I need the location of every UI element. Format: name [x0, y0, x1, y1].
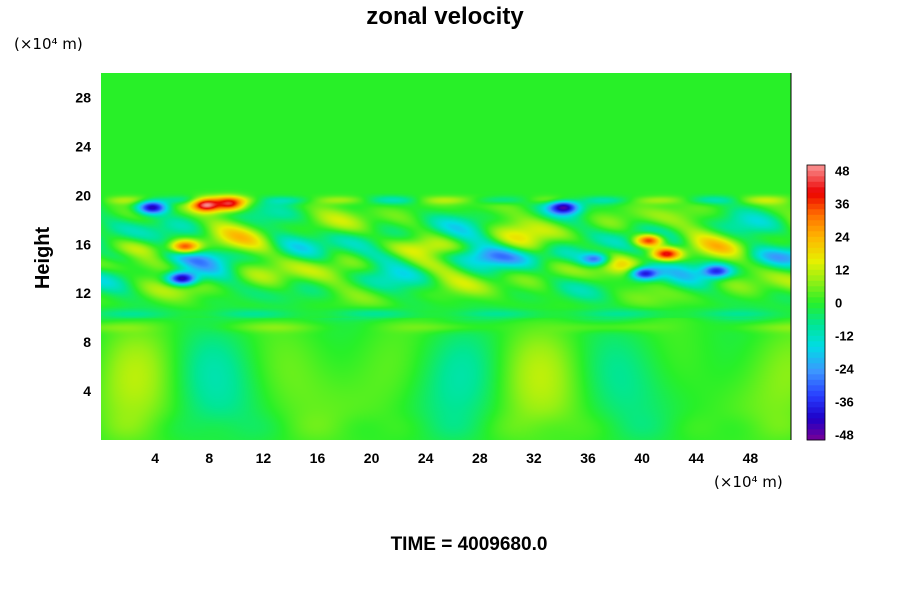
- y-axis-label: Height: [32, 227, 54, 290]
- colorbar-swatch: [807, 220, 825, 226]
- x-tick-label: 4: [151, 450, 159, 466]
- y-axis-unit: (×10⁴ m): [14, 35, 83, 53]
- colorbar-swatch: [807, 357, 825, 364]
- colorbar-swatch: [807, 379, 825, 386]
- colorbar-tick-label: 12: [835, 263, 849, 278]
- colorbar-swatch: [807, 396, 825, 402]
- colorbar-tick-label: -24: [835, 362, 855, 377]
- colorbar-swatch: [807, 368, 825, 375]
- colorbar-swatch: [807, 236, 825, 243]
- colorbar-outline: [806, 164, 826, 441]
- heatmap-field: [101, 73, 791, 440]
- colorbar-swatch: [807, 429, 825, 435]
- colorbar-tick-label: -48: [835, 428, 854, 443]
- colorbar-swatch: [807, 291, 825, 298]
- colorbar-swatch: [807, 308, 825, 314]
- colorbar-tick-label: -12: [835, 329, 854, 344]
- colorbar-swatch: [807, 346, 825, 353]
- colorbar-swatch: [807, 231, 825, 237]
- colorbar-swatch: [807, 214, 825, 221]
- colorbar-swatch: [807, 363, 825, 369]
- y-tick-label: 20: [75, 187, 91, 203]
- x-tick-label: 24: [418, 450, 434, 466]
- x-tick-label: 8: [205, 450, 213, 466]
- colorbar-swatch: [807, 203, 825, 210]
- colorbar-swatch: [807, 412, 825, 419]
- x-tick-label: 12: [256, 450, 272, 466]
- colorbar-swatch: [807, 302, 825, 309]
- x-tick-label: 40: [634, 450, 650, 466]
- x-tick-label: 20: [364, 450, 380, 466]
- x-tick-label: 48: [743, 450, 759, 466]
- colorbar-swatch: [807, 418, 825, 424]
- colorbar-swatch: [807, 286, 825, 292]
- colorbar-swatch: [807, 324, 825, 331]
- x-tick-label: 32: [526, 450, 542, 466]
- colorbar: [806, 164, 826, 441]
- colorbar-swatch: [807, 269, 825, 276]
- x-tick-label: 16: [310, 450, 326, 466]
- x-tick-label: 28: [472, 450, 488, 466]
- colorbar-swatch: [807, 407, 825, 413]
- colorbar-swatch: [807, 385, 825, 391]
- x-tick-label: 44: [689, 450, 705, 466]
- colorbar-swatch: [807, 209, 825, 215]
- colorbar-swatch: [807, 313, 825, 320]
- colorbar-swatch: [807, 170, 825, 177]
- colorbar-swatch: [807, 341, 825, 347]
- y-axis-ticks: 4 8 12 16 20 24 28: [75, 89, 91, 399]
- colorbar-swatch: [807, 374, 825, 380]
- y-tick-label: 8: [83, 334, 91, 350]
- colorbar-swatch: [807, 242, 825, 248]
- colorbar-swatch: [807, 401, 825, 408]
- y-tick-label: 24: [75, 138, 91, 154]
- colorbar-swatch: [807, 165, 825, 171]
- x-axis-unit: (×10⁴ m): [714, 473, 783, 491]
- time-annotation: TIME = 4009680.0: [391, 534, 548, 555]
- colorbar-swatch: [807, 176, 825, 182]
- colorbar-swatch: [807, 330, 825, 336]
- colorbar-swatch: [807, 335, 825, 342]
- colorbar-swatch: [807, 225, 825, 232]
- y-tick-label: 4: [83, 383, 91, 399]
- colorbar-ticks: 48 36 24 12 0 -12 -24 -36 -48: [835, 164, 855, 443]
- x-axis-ticks: 4 8 12 16 20 24 28 32 36 40 44 48: [151, 450, 758, 466]
- colorbar-swatch: [807, 423, 825, 430]
- colorbar-swatch: [807, 247, 825, 254]
- colorbar-swatch: [807, 258, 825, 265]
- colorbar-tick-label: 48: [835, 164, 849, 179]
- colorbar-swatch: [807, 434, 825, 441]
- colorbar-swatch: [807, 198, 825, 204]
- y-tick-label: 16: [75, 236, 91, 252]
- colorbar-tick-label: -36: [835, 395, 854, 410]
- colorbar-swatch: [807, 352, 825, 358]
- colorbar-swatch: [807, 264, 825, 270]
- colorbar-swatch: [807, 181, 825, 188]
- colorbar-swatch: [807, 192, 825, 199]
- colorbar-tick-label: 36: [835, 197, 849, 212]
- colorbar-swatch: [807, 275, 825, 281]
- colorbar-swatch: [807, 253, 825, 259]
- colorbar-tick-label: 0: [835, 296, 842, 311]
- y-tick-label: 28: [75, 89, 91, 105]
- colorbar-swatch: [807, 187, 825, 193]
- colorbar-tick-label: 24: [835, 230, 850, 245]
- x-tick-label: 36: [580, 450, 596, 466]
- colorbar-swatch: [807, 297, 825, 303]
- colorbar-swatch: [807, 390, 825, 397]
- colorbar-swatch: [807, 280, 825, 287]
- chart-title: zonal velocity: [366, 3, 524, 30]
- y-tick-label: 12: [75, 285, 91, 301]
- colorbar-swatch: [807, 319, 825, 325]
